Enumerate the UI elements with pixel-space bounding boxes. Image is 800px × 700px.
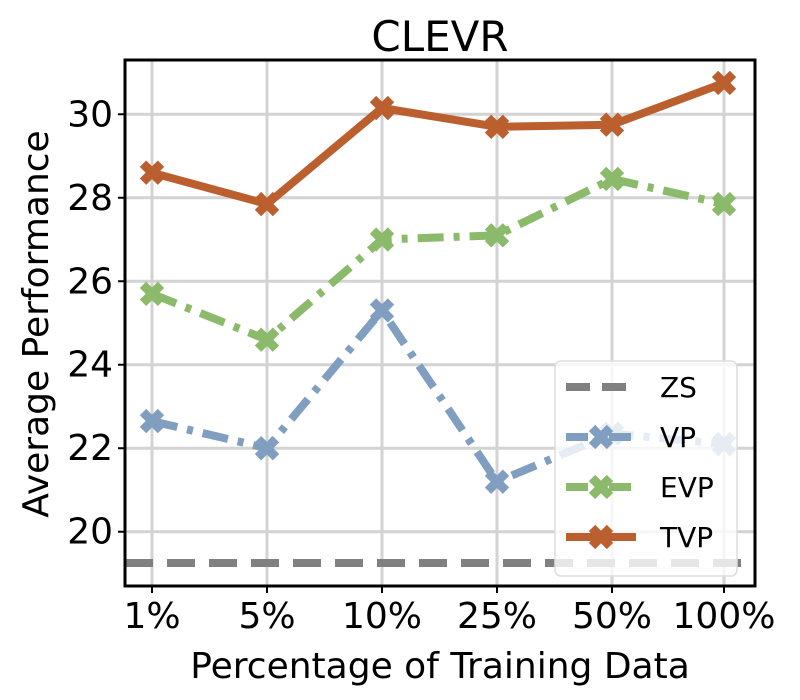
x-axis-label: Percentage of Training Data [190, 646, 690, 687]
y-tick-label: 24 [67, 345, 113, 386]
legend-item-evp: EVP [566, 471, 714, 504]
x-tick-label: 50% [572, 596, 652, 637]
plot-frame [123, 58, 757, 588]
data-point-tvp [711, 70, 737, 96]
x-tick-label: 10% [342, 596, 422, 637]
data-point-evp [369, 227, 395, 252]
legend-label: TVP [659, 521, 713, 554]
series-line-evp [150, 174, 725, 344]
data-point-tvp [369, 95, 395, 121]
y-tick-label: 22 [67, 428, 113, 469]
y-axis-label: Average Performance [16, 130, 57, 517]
y-axis: 20 22 24 26 28 30 [67, 94, 125, 553]
data-point-evp [599, 166, 625, 192]
data-point-vp [139, 408, 165, 434]
legend-marker [588, 474, 614, 500]
y-tick-label: 20 [67, 512, 113, 553]
data-point-tvp [139, 160, 165, 185]
data-point-vp [484, 469, 510, 494]
y-tick-label: 28 [67, 178, 113, 219]
legend-label: ZS [660, 371, 697, 404]
data-point-evp [711, 191, 737, 217]
series-evp [139, 166, 737, 352]
series-line-tvp [150, 79, 726, 209]
data-point-evp [254, 327, 280, 352]
legend: ZS VP EVP TVP [554, 360, 738, 577]
y-tick-label: 26 [67, 261, 113, 302]
chart-title: CLEVR [371, 12, 508, 61]
legend-marker [588, 524, 614, 550]
legend-item-tvp: TVP [566, 521, 713, 554]
x-tick-label: 5% [238, 596, 295, 637]
data-point-vp [254, 436, 280, 461]
legend-marker [588, 424, 614, 450]
legend-item-vp: VP [566, 421, 696, 454]
y-tick-label: 30 [67, 94, 113, 135]
data-point-tvp [599, 112, 625, 137]
legend-box [554, 360, 738, 577]
x-axis: 1% 5% 10% 25% 50% 100% [123, 586, 775, 637]
x-tick-label: 25% [457, 596, 537, 637]
data-point-evp [139, 281, 165, 306]
data-point-vp [369, 298, 395, 323]
series-tvp [139, 70, 737, 217]
legend-item-zs: ZS [566, 371, 697, 404]
data-point-evp [484, 223, 510, 248]
data-point-tvp [254, 191, 280, 217]
x-tick-label: 100% [673, 596, 776, 637]
legend-label: EVP [660, 471, 714, 504]
x-tick-label: 1% [123, 596, 180, 637]
legend-label: VP [660, 421, 696, 454]
data-point-tvp [484, 114, 510, 139]
